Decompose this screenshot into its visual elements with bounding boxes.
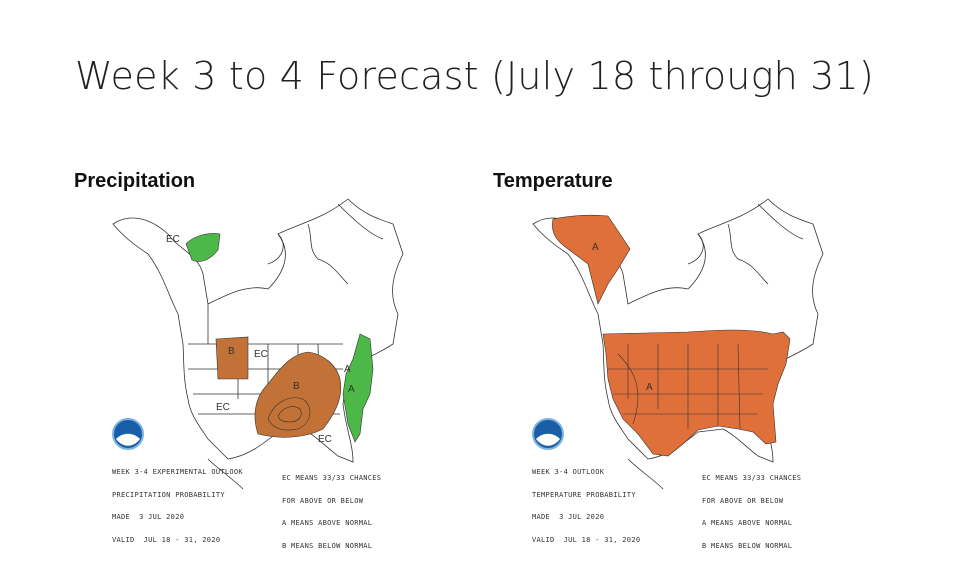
temperature-map-graphic <box>532 198 824 490</box>
precipitation-outlook-map: EC B EC B A EC EC A WEEK 3-4 EXPERIMENTA… <box>108 194 408 549</box>
region-label-a: A <box>592 242 599 253</box>
east-coast-above-region <box>342 333 374 443</box>
alaska-above-region <box>552 214 631 305</box>
northwest-below-region <box>215 336 249 380</box>
slide-title: Week 3 to 4 Forecast (July 18 through 31… <box>75 54 874 98</box>
temperature-legend-right: EC MEANS 33/33 CHANCES FOR ABOVE OR BELO… <box>702 474 802 550</box>
contour-lines <box>267 397 311 431</box>
region-label-a: A <box>646 382 653 393</box>
noaa-logo-icon <box>532 418 564 450</box>
noaa-logo-icon <box>112 418 144 450</box>
temperature-shading <box>552 214 791 457</box>
precipitation-shading <box>185 233 374 443</box>
base-map-outline <box>532 198 824 490</box>
region-label-a: A <box>344 364 351 375</box>
region-label-b: B <box>293 381 300 392</box>
conus-above-region <box>602 329 791 457</box>
temperature-label: Temperature <box>493 170 613 192</box>
region-label-ec: EC <box>318 434 332 445</box>
precipitation-legend-left: WEEK 3-4 EXPERIMENTAL OUTLOOK PRECIPITAT… <box>112 468 243 544</box>
state-lines <box>608 343 768 430</box>
region-label-b: B <box>228 346 235 357</box>
temperature-outlook-map: A A WEEK 3-4 OUTLOOK TEMPERATURE PROBABI… <box>528 194 828 549</box>
central-below-region <box>254 351 342 438</box>
temperature-legend-left: WEEK 3-4 OUTLOOK TEMPERATURE PROBABILITY… <box>532 468 641 544</box>
region-label-a: A <box>348 384 355 395</box>
alaska-above-region <box>185 233 221 262</box>
region-label-ec: EC <box>166 234 180 245</box>
precipitation-label: Precipitation <box>74 170 196 192</box>
region-label-ec: EC <box>254 349 268 360</box>
precipitation-map-graphic <box>112 198 404 490</box>
region-label-ec: EC <box>216 402 230 413</box>
precipitation-legend-right: EC MEANS 33/33 CHANCES FOR ABOVE OR BELO… <box>282 474 382 550</box>
